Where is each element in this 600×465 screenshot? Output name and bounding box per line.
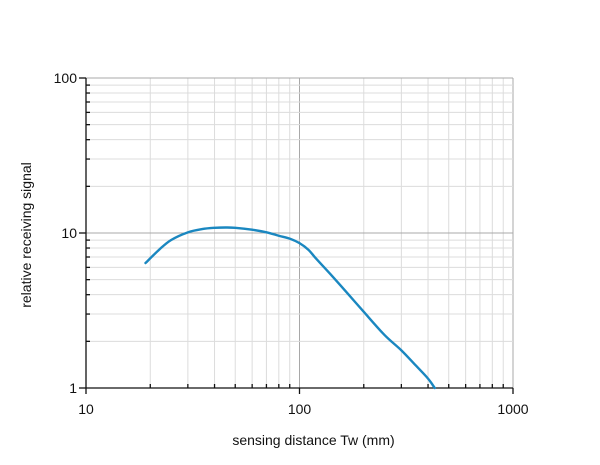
- ticks: [79, 77, 514, 394]
- x-tick-label: 1000: [497, 401, 528, 417]
- y-tick-label: 10: [61, 225, 77, 241]
- series-layer: [144, 226, 436, 390]
- x-axis-title: sensing distance Tw (mm): [232, 432, 394, 448]
- series-line: [144, 226, 436, 390]
- y-tick-label: 1: [69, 380, 77, 396]
- y-tick-label: 100: [54, 70, 78, 86]
- grid: [86, 77, 514, 388]
- x-tick-label: 100: [288, 401, 312, 417]
- y-axis-title: relative receiving signal: [18, 162, 34, 308]
- x-tick-label: 10: [78, 401, 94, 417]
